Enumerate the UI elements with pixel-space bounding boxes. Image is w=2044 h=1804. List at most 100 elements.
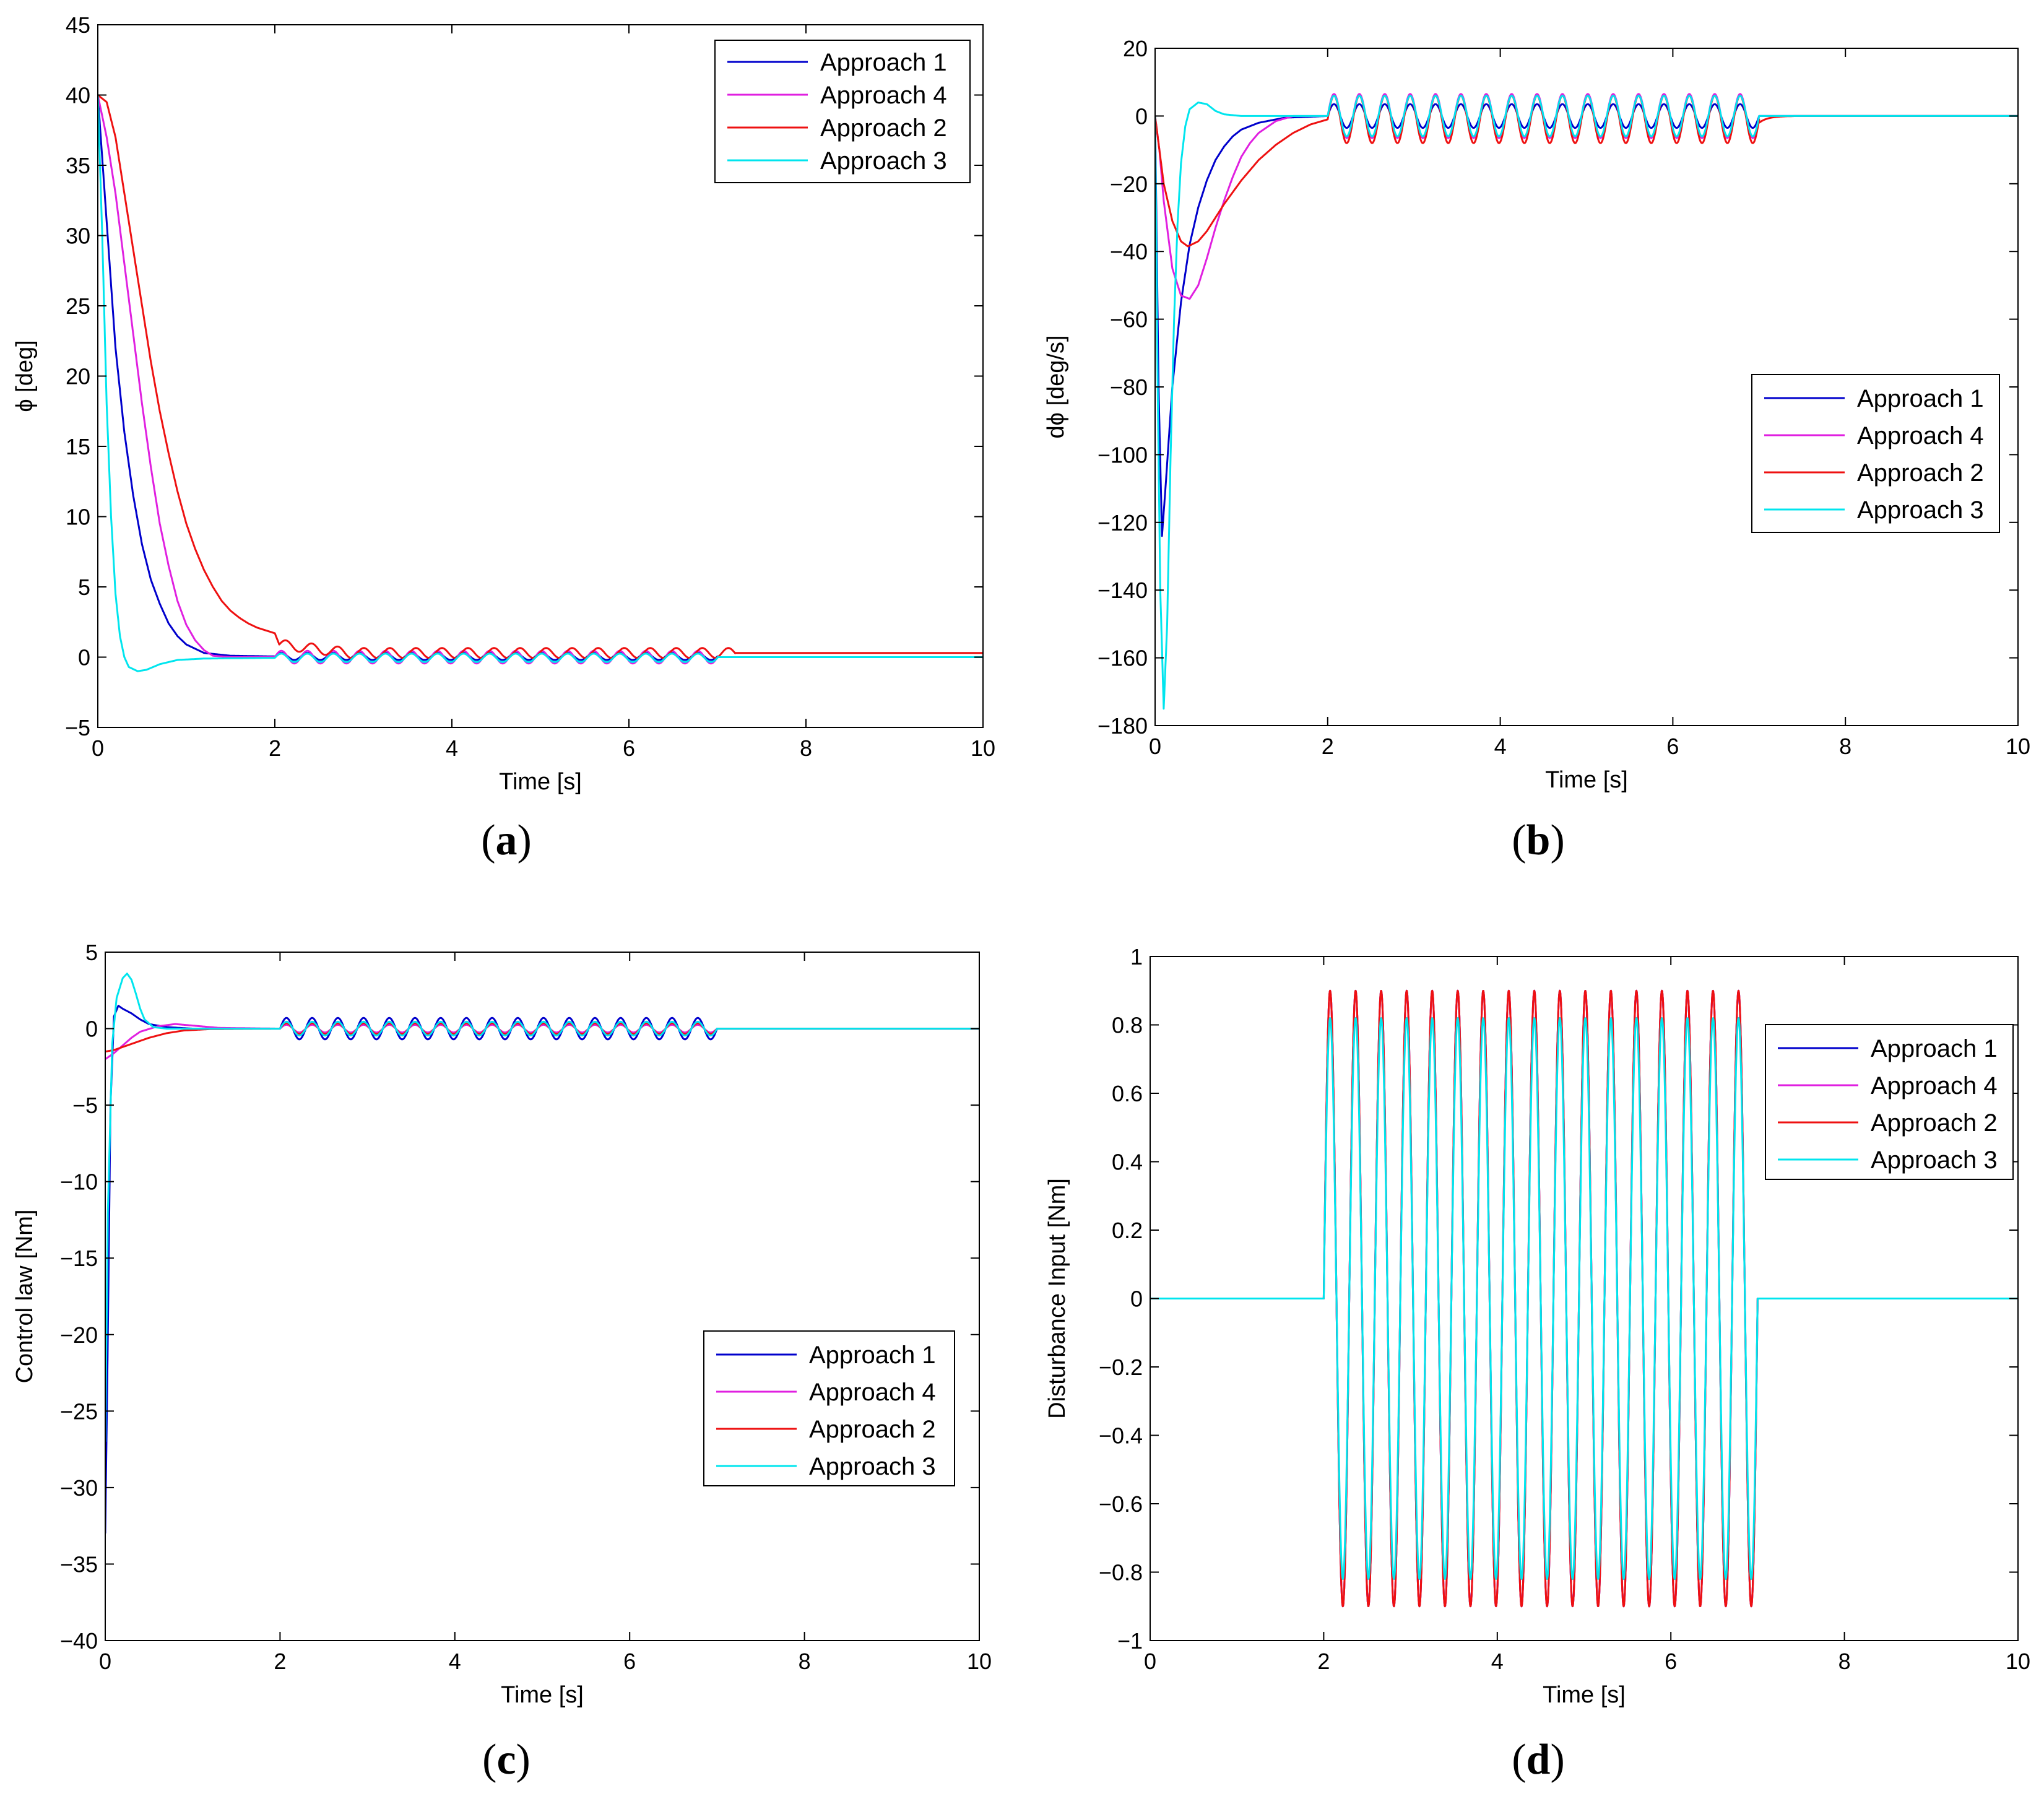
series-line-approach-2 [98,94,983,659]
y-tick-label: −5 [72,1093,98,1118]
x-tick-label: 0 [92,735,104,761]
x-tick-label: 8 [799,1649,811,1674]
series-line-approach-3 [1150,1017,2018,1581]
y-tick-label: 0 [1130,1286,1143,1312]
plot-area [98,94,983,672]
y-tick-label: 30 [66,223,90,249]
x-axis-label: Time [s] [499,769,582,795]
legend-box [1765,1024,2014,1180]
x-tick-label: 10 [2006,734,2030,759]
legend-entry: Approach 1 [820,49,947,76]
legend-box [714,40,971,183]
x-axis-label: Time [s] [1543,1682,1626,1708]
x-tick-label: 10 [971,735,995,761]
y-tick-label: 1 [1130,944,1143,969]
x-axis-label: Time [s] [501,1682,584,1708]
y-axis-label: dϕ [deg/s] [1043,335,1069,438]
y-tick-label: −60 [1110,307,1148,332]
x-tick-label: 10 [967,1649,992,1674]
legend-entry: Approach 4 [1857,422,1984,449]
x-tick-label: 6 [1665,1649,1677,1674]
y-tick-label: −80 [1110,375,1148,400]
x-tick-label: 6 [1666,734,1679,759]
y-tick-label: 0.2 [1112,1218,1143,1243]
y-tick-label: −180 [1098,713,1148,739]
y-tick-label: 0 [78,645,90,670]
y-tick-label: −20 [60,1322,98,1348]
legend: Approach 1 Approach 4 Approach 2 Approach 3 [1751,374,2000,533]
plot-area [1155,93,2018,710]
legend-entry: Approach 2 [1857,459,1984,487]
y-tick-label: 25 [66,293,90,319]
legend-entry: Approach 4 [809,1379,936,1406]
x-tick-label: 6 [623,735,635,761]
y-tick-label: −10 [60,1169,98,1195]
legend-box [1751,374,2000,533]
plot-area [1150,989,2018,1608]
series-line-approach-3 [105,973,979,1442]
x-axis-label: Time [s] [1545,767,1628,793]
y-tick-label: −15 [60,1246,98,1271]
y-tick-label: 5 [78,575,90,600]
legend-entry: Approach 1 [1871,1035,1998,1062]
y-tick-label: −40 [1110,239,1148,264]
x-tick-label: 2 [269,735,281,761]
legend: Approach 1 Approach 4 Approach 2 Approach 3 [1765,1024,2014,1180]
y-tick-label: 0.8 [1112,1013,1143,1038]
x-tick-label: 0 [1149,734,1161,759]
x-tick-label: 2 [274,1649,286,1674]
series-line-approach-3 [98,95,983,672]
x-tick-label: 2 [1317,1649,1330,1674]
plot-area [105,973,979,1534]
y-tick-label: 0.4 [1112,1150,1143,1175]
legend-entry: Approach 1 [1857,385,1984,412]
y-tick-label: −25 [60,1399,98,1424]
y-tick-label: 15 [66,434,90,459]
legend-entry: Approach 4 [820,82,947,109]
y-tick-label: 40 [66,83,90,108]
y-tick-label: −5 [65,715,90,740]
legend-box [703,1330,955,1486]
panel-caption: (c) [482,1736,530,1784]
y-tick-label: 20 [1123,36,1148,61]
y-tick-label: −100 [1098,442,1148,467]
legend: Approach 1 Approach 4 Approach 2 Approach 3 [703,1330,955,1486]
y-tick-label: 45 [66,12,90,38]
y-tick-label: 10 [66,505,90,530]
legend: Approach 1 Approach 4 Approach 2 Approach 3 [714,40,971,183]
y-tick-label: −35 [60,1551,98,1577]
x-tick-label: 0 [99,1649,111,1674]
y-tick-label: 5 [85,940,98,965]
legend-entry: Approach 3 [1871,1147,1998,1174]
x-tick-label: 4 [1491,1649,1504,1674]
y-tick-label: 0.6 [1112,1081,1143,1106]
legend-entry: Approach 2 [809,1416,936,1443]
x-tick-label: 10 [2006,1649,2030,1674]
y-tick-label: −0.6 [1099,1491,1143,1517]
y-tick-label: 20 [66,364,90,389]
x-tick-label: 4 [446,735,458,761]
legend-entry: Approach 1 [809,1342,936,1369]
y-axis-label: ϕ [deg] [12,340,38,412]
y-tick-label: −30 [60,1475,98,1501]
legend-entry: Approach 3 [1857,497,1984,524]
y-tick-label: −0.2 [1099,1355,1143,1380]
x-tick-label: 8 [800,735,812,761]
y-tick-label: −120 [1098,510,1148,536]
legend-entry: Approach 3 [809,1453,936,1480]
y-tick-label: −0.8 [1099,1560,1143,1585]
y-axis-label: Control law [Nm] [12,1210,38,1384]
y-tick-label: −140 [1098,578,1148,603]
series-line-approach-4 [1155,93,2018,300]
legend-entry: Approach 2 [1871,1109,1998,1137]
x-tick-label: 8 [1839,734,1851,759]
chart-c: 0 2 4 6 8 10 −40 −35 −30 −25 −20 −15 −10 −5 0 5 Time [s]… [12,940,992,1784]
y-tick-label: −20 [1110,171,1148,197]
axes-box [105,952,980,1641]
y-tick-label: 0 [85,1017,98,1042]
chart-d: 0 2 4 6 8 10 −1 −0.8 −0.6 −0.4 −0.2 0 0.2 0.4 0.6 0.8 1 T… [1044,944,2030,1784]
y-tick-label: 35 [66,153,90,178]
x-tick-label: 4 [449,1649,461,1674]
